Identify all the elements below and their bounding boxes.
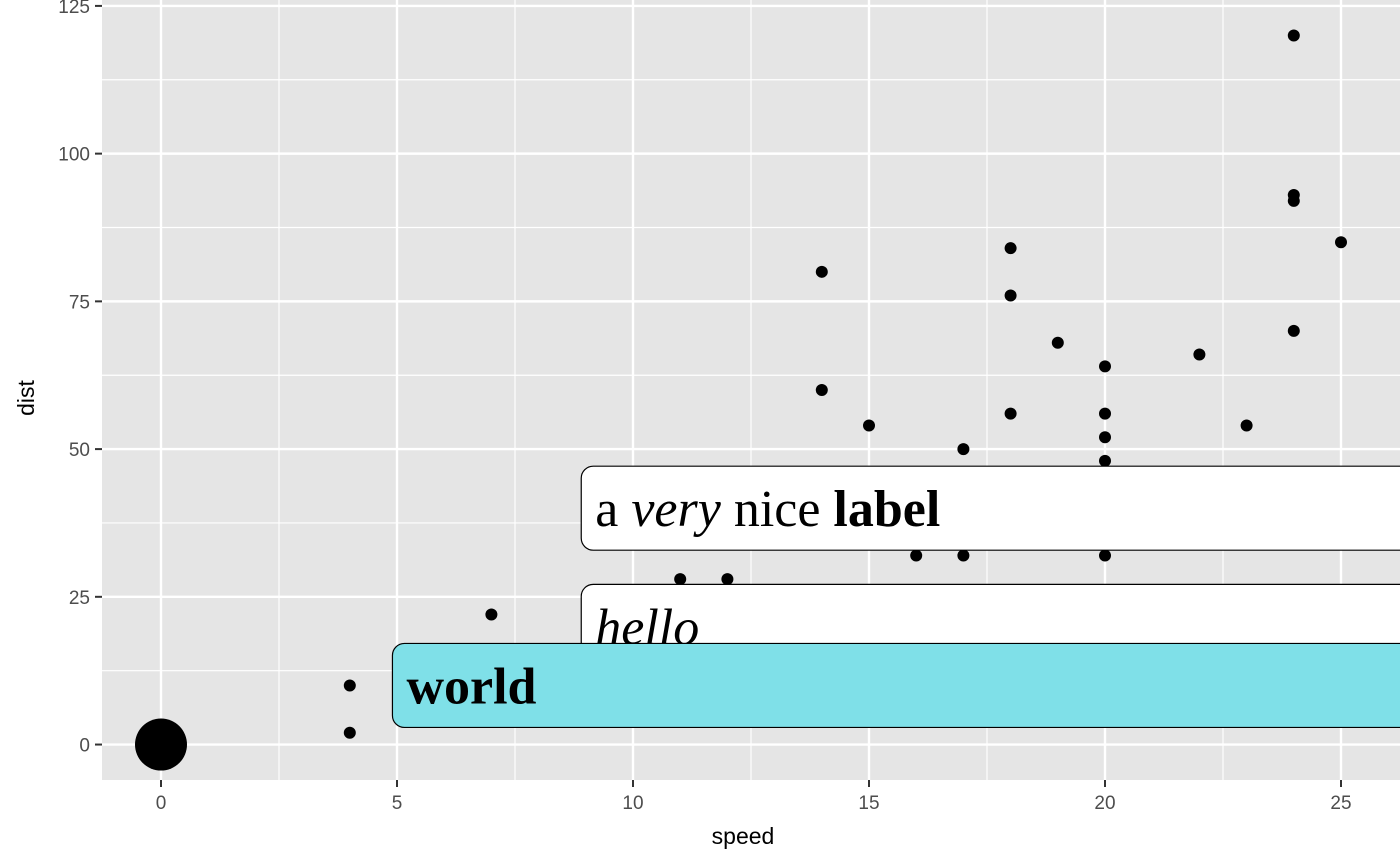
y-tick-label: 75 bbox=[69, 292, 90, 313]
data-point bbox=[1193, 348, 1206, 361]
y-tick-label: 0 bbox=[79, 736, 90, 757]
x-axis-title: speed bbox=[712, 823, 775, 849]
data-point bbox=[1240, 419, 1253, 432]
y-tick-label: 25 bbox=[69, 588, 90, 609]
label-segment: nice bbox=[721, 481, 834, 538]
data-point bbox=[1051, 336, 1064, 349]
annotation-label: world bbox=[391, 642, 1400, 729]
label-text: a very nice label bbox=[595, 481, 940, 538]
label-segment: label bbox=[833, 481, 940, 538]
data-point bbox=[957, 549, 970, 562]
y-tick-label: 100 bbox=[58, 145, 90, 166]
y-axis-title: dist bbox=[13, 379, 39, 415]
data-point bbox=[1099, 454, 1111, 467]
data-point bbox=[815, 384, 828, 396]
label-box bbox=[580, 465, 1400, 551]
data-point bbox=[343, 726, 356, 739]
data-point bbox=[957, 443, 970, 456]
label-segment: very bbox=[631, 481, 721, 538]
data-point bbox=[1099, 431, 1111, 444]
data-point bbox=[721, 573, 734, 586]
data-point bbox=[1287, 194, 1300, 207]
grid-lines bbox=[102, 0, 1400, 780]
data-point bbox=[1004, 407, 1017, 420]
axes: 0 5 10 15 20 25 0 25 50 75 100 125 bbox=[58, 0, 1351, 814]
x-tick-label: 15 bbox=[858, 793, 879, 814]
y-tick-label: 125 bbox=[58, 0, 90, 18]
label-text: world bbox=[406, 658, 536, 715]
data-points bbox=[135, 29, 1347, 771]
data-point bbox=[1099, 360, 1111, 373]
data-point bbox=[1004, 289, 1017, 302]
y-tick-label: 50 bbox=[69, 440, 90, 461]
x-tick-label: 20 bbox=[1094, 793, 1115, 814]
x-tick-label: 10 bbox=[622, 793, 643, 814]
highlight-point bbox=[135, 718, 187, 771]
data-point bbox=[1004, 242, 1017, 255]
data-point bbox=[1099, 549, 1111, 562]
data-point bbox=[1099, 407, 1111, 420]
label-segment: world bbox=[406, 658, 536, 715]
data-point bbox=[910, 549, 923, 562]
data-point bbox=[815, 265, 828, 278]
data-point bbox=[485, 608, 498, 621]
data-point bbox=[343, 679, 356, 692]
data-point bbox=[674, 573, 687, 586]
x-tick-label: 5 bbox=[392, 793, 403, 814]
label-box bbox=[391, 642, 1400, 729]
data-point bbox=[1287, 324, 1300, 337]
data-point bbox=[863, 419, 875, 432]
label-segment: a bbox=[595, 481, 631, 538]
x-tick-label: 25 bbox=[1330, 793, 1351, 814]
data-point bbox=[1335, 236, 1347, 249]
annotation-label: a very nice label bbox=[580, 465, 1400, 551]
x-tick-label: 0 bbox=[156, 793, 167, 814]
data-point bbox=[1287, 29, 1300, 42]
